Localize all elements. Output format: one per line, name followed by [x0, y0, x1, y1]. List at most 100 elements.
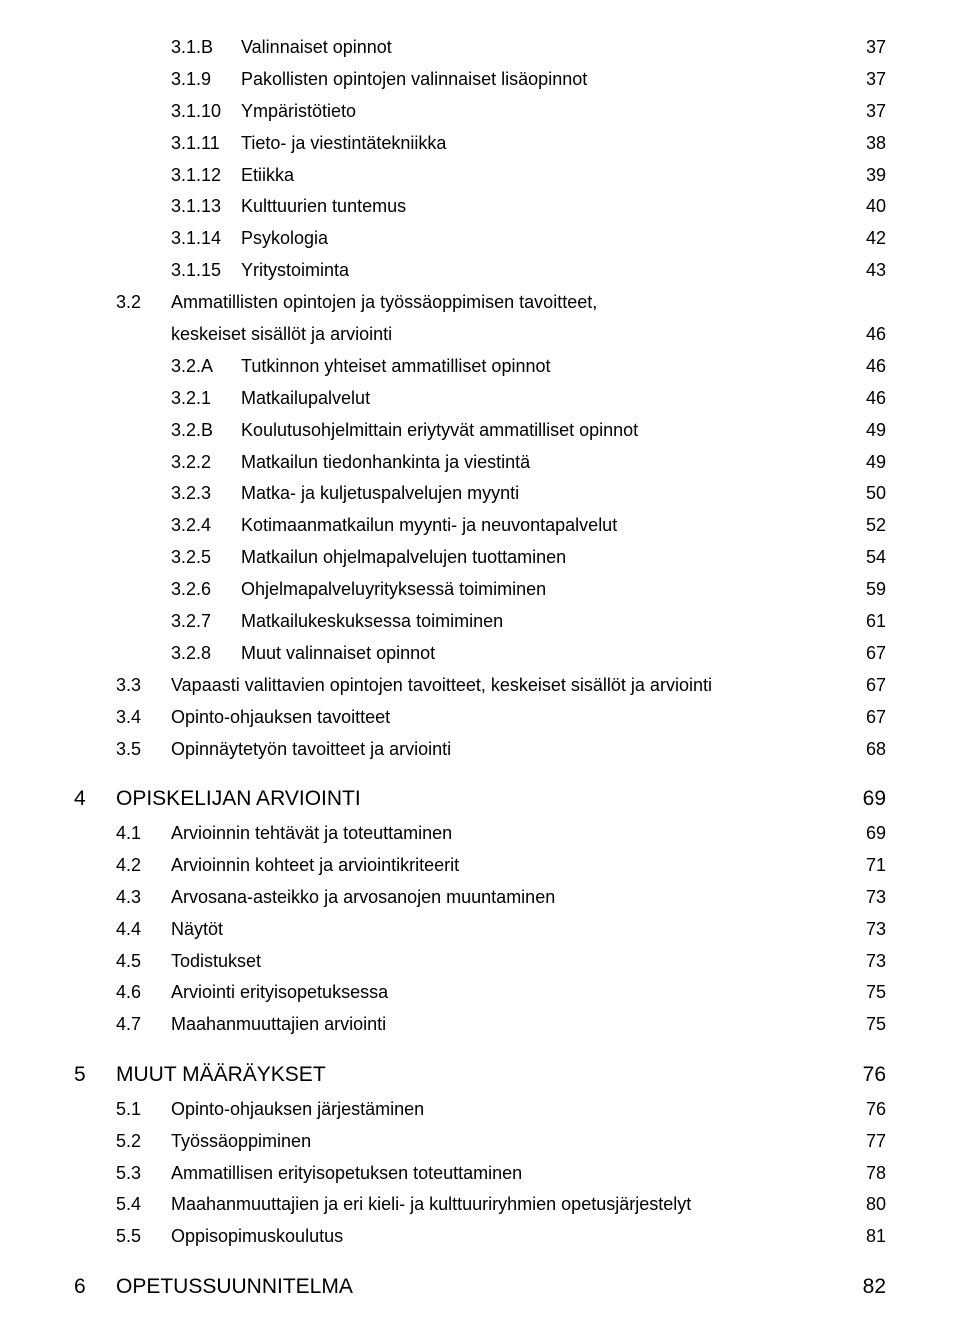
toc-chapter-title: OPETUSSUUNNITELMA	[116, 1275, 353, 1298]
toc-page-number: 69	[846, 783, 886, 816]
toc-section-title: Arvosana-asteikko ja arvosanojen muuntam…	[171, 887, 555, 907]
toc-subsection-title: Matkailupalvelut	[241, 388, 370, 408]
toc-section-number: 3.4	[116, 704, 171, 732]
toc-page-number: 59	[846, 576, 886, 604]
toc-page-number: 39	[846, 162, 886, 190]
toc-section-number: 5.3	[116, 1160, 171, 1188]
toc-section[interactable]: 5.2Työssäoppiminen77	[74, 1128, 886, 1156]
toc-subsection-number: 3.2.A	[171, 353, 241, 381]
toc-section-title: Näytöt	[171, 919, 223, 939]
toc-page-number: 42	[846, 225, 886, 253]
toc-section[interactable]: 5.1Opinto-ohjauksen järjestäminen 76	[74, 1096, 886, 1124]
toc-section-number: 3.3	[116, 672, 171, 700]
toc-section[interactable]: 4.2Arvioinnin kohteet ja arviointikritee…	[74, 852, 886, 880]
toc-section-title: Oppisopimuskoulutus	[171, 1226, 343, 1246]
toc-page-number: 54	[846, 544, 886, 572]
toc-section[interactable]: 4.3Arvosana-asteikko ja arvosanojen muun…	[74, 884, 886, 912]
toc-section[interactable]: 3.2Ammatillisten opintojen ja työssäoppi…	[74, 289, 886, 317]
toc-chapter[interactable]: 5MUUT MÄÄRÄYKSET76	[74, 1059, 886, 1092]
toc-page-number: 38	[846, 130, 886, 158]
toc-chapter[interactable]: 6OPETUSSUUNNITELMA82	[74, 1271, 886, 1304]
toc-page-number: 75	[846, 1011, 886, 1039]
toc-section-number: 4.3	[116, 884, 171, 912]
toc-page-number: 68	[846, 736, 886, 764]
toc-section[interactable]: 3.5Opinnäytetyön tavoitteet ja arviointi…	[74, 736, 886, 764]
toc-subsection[interactable]: 3.2.3Matka- ja kuljetuspalvelujen myynti…	[74, 480, 886, 508]
toc-subsection-number: 3.1.10	[171, 98, 241, 126]
toc-subsection-title: Tieto- ja viestintätekniikka	[241, 133, 446, 153]
toc-page-number: 67	[846, 704, 886, 732]
toc-subsection[interactable]: 3.1.14Psykologia42	[74, 225, 886, 253]
toc-page-number: 40	[846, 193, 886, 221]
toc-subsection[interactable]: 3.1.9Pakollisten opintojen valinnaiset l…	[74, 66, 886, 94]
toc-section[interactable]: 4.6Arviointi erityisopetuksessa75	[74, 979, 886, 1007]
toc-section-number: 5.4	[116, 1191, 171, 1219]
toc-page-number: 80	[846, 1191, 886, 1219]
toc-page-number: 52	[846, 512, 886, 540]
toc-chapter-title: MUUT MÄÄRÄYKSET	[116, 1063, 326, 1086]
toc-subsection[interactable]: 3.2.5Matkailun ohjelmapalvelujen tuottam…	[74, 544, 886, 572]
toc-section-title: Opinto-ohjauksen järjestäminen	[171, 1099, 424, 1119]
toc-subsection[interactable]: 3.2.4Kotimaanmatkailun myynti- ja neuvon…	[74, 512, 886, 540]
toc-subsection[interactable]: 3.1.12Etiikka39	[74, 162, 886, 190]
toc-section[interactable]: 4.4Näytöt 73	[74, 916, 886, 944]
toc-section-continuation: keskeiset sisällöt ja arviointi46	[74, 321, 886, 349]
toc-section[interactable]: 4.5Todistukset73	[74, 948, 886, 976]
toc-page-number: 67	[846, 640, 886, 668]
toc-subsection-number: 3.1.9	[171, 66, 241, 94]
toc-section-title: Vapaasti valittavien opintojen tavoittee…	[171, 675, 712, 695]
toc-section-title: Ammatillisten opintojen ja työssäoppimis…	[171, 292, 597, 312]
toc-subsection-title: Tutkinnon yhteiset ammatilliset opinnot	[241, 356, 551, 376]
toc-subsection[interactable]: 3.1.11Tieto- ja viestintätekniikka38	[74, 130, 886, 158]
toc-chapter[interactable]: 4OPISKELIJAN ARVIOINTI69	[74, 783, 886, 816]
toc-page-number: 69	[846, 820, 886, 848]
toc-subsection-title: Etiikka	[241, 165, 294, 185]
toc-section[interactable]: 3.3Vapaasti valittavien opintojen tavoit…	[74, 672, 886, 700]
toc-section-title: Todistukset	[171, 951, 261, 971]
toc-subsection[interactable]: 3.1.BValinnaiset opinnot37	[74, 34, 886, 62]
toc-section-title: Arvioinnin tehtävät ja toteuttaminen	[171, 823, 452, 843]
toc-section-number: 5.5	[116, 1223, 171, 1251]
toc-section-title: Työssäoppiminen	[171, 1131, 311, 1151]
toc-page-number: 76	[846, 1096, 886, 1124]
toc-page-number: 46	[846, 353, 886, 381]
toc-subsection[interactable]: 3.2.6Ohjelmapalveluyrityksessä toimimine…	[74, 576, 886, 604]
toc-section-number: 3.2	[116, 289, 171, 317]
toc-subsection[interactable]: 3.2.7Matkailukeskuksessa toimiminen61	[74, 608, 886, 636]
toc-subsection-title: Pakollisten opintojen valinnaiset lisäop…	[241, 69, 587, 89]
toc-subsection-number: 3.1.13	[171, 193, 241, 221]
toc-page-number: 75	[846, 979, 886, 1007]
toc-section-number: 4.4	[116, 916, 171, 944]
toc-subsection[interactable]: 3.1.13Kulttuurien tuntemus40	[74, 193, 886, 221]
toc-section[interactable]: 5.3Ammatillisen erityisopetuksen toteutt…	[74, 1160, 886, 1188]
toc-subsection-title: Ohjelmapalveluyrityksessä toimiminen	[241, 579, 546, 599]
toc-subsection[interactable]: 3.1.10Ympäristötieto37	[74, 98, 886, 126]
toc-subsection[interactable]: 3.2.BKoulutusohjelmittain eriytyvät amma…	[74, 417, 886, 445]
toc-page-number: 71	[846, 852, 886, 880]
toc-subsection[interactable]: 3.2.ATutkinnon yhteiset ammatilliset opi…	[74, 353, 886, 381]
toc-subsection[interactable]: 3.1.15Yritystoiminta43	[74, 257, 886, 285]
toc-page-number: 77	[846, 1128, 886, 1156]
toc-subsection-title: Matka- ja kuljetuspalvelujen myynti	[241, 483, 519, 503]
toc-section-title: Maahanmuuttajien ja eri kieli- ja kulttu…	[171, 1194, 691, 1214]
toc-subsection[interactable]: 3.2.2Matkailun tiedonhankinta ja viestin…	[74, 449, 886, 477]
toc-section[interactable]: 4.7Maahanmuuttajien arviointi75	[74, 1011, 886, 1039]
toc-subsection-number: 3.1.14	[171, 225, 241, 253]
toc-subsection[interactable]: 3.2.8Muut valinnaiset opinnot67	[74, 640, 886, 668]
toc-chapter-title: OPISKELIJAN ARVIOINTI	[116, 787, 361, 810]
toc-section-title-wrap: keskeiset sisällöt ja arviointi	[171, 321, 846, 349]
toc-section-number: 5.1	[116, 1096, 171, 1124]
toc-section[interactable]: 4.1Arvioinnin tehtävät ja toteuttaminen6…	[74, 820, 886, 848]
toc-page-number: 76	[846, 1059, 886, 1092]
toc-section[interactable]: 5.5Oppisopimuskoulutus81	[74, 1223, 886, 1251]
toc-page-number: 73	[846, 948, 886, 976]
toc-page-number: 73	[846, 916, 886, 944]
toc-subsection-title: Kotimaanmatkailun myynti- ja neuvontapal…	[241, 515, 617, 535]
toc-section[interactable]: 5.4Maahanmuuttajien ja eri kieli- ja kul…	[74, 1191, 886, 1219]
toc-page-number: 73	[846, 884, 886, 912]
toc-section[interactable]: 3.4Opinto-ohjauksen tavoitteet67	[74, 704, 886, 732]
toc-subsection[interactable]: 3.2.1Matkailupalvelut46	[74, 385, 886, 413]
toc-subsection-number: 3.2.8	[171, 640, 241, 668]
toc-subsection-title: Koulutusohjelmittain eriytyvät ammatilli…	[241, 420, 638, 440]
toc-page-number: 67	[846, 672, 886, 700]
